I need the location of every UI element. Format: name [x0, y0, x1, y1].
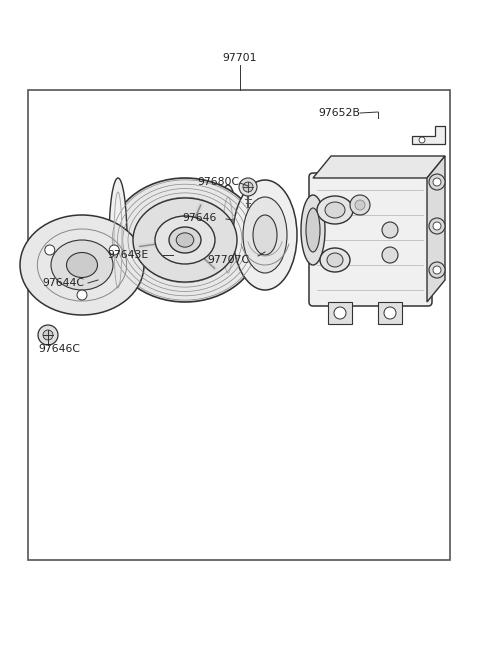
Ellipse shape [243, 197, 287, 273]
Bar [378, 302, 402, 324]
Circle shape [419, 137, 425, 143]
Bar [28, 90, 450, 560]
Ellipse shape [306, 208, 320, 252]
Circle shape [109, 245, 119, 255]
Text: 97680C: 97680C [197, 177, 239, 187]
Polygon shape [313, 156, 445, 178]
Circle shape [239, 178, 257, 196]
Circle shape [38, 325, 58, 345]
Ellipse shape [67, 252, 97, 278]
Circle shape [382, 247, 398, 263]
Circle shape [355, 200, 365, 210]
Circle shape [433, 222, 441, 230]
Ellipse shape [301, 195, 325, 265]
Ellipse shape [253, 215, 277, 255]
Ellipse shape [109, 178, 127, 302]
FancyBboxPatch shape [309, 173, 432, 306]
Ellipse shape [169, 227, 201, 253]
Circle shape [429, 262, 445, 278]
Ellipse shape [110, 178, 260, 302]
Ellipse shape [176, 233, 194, 247]
Circle shape [77, 290, 87, 300]
Ellipse shape [133, 198, 237, 282]
Circle shape [429, 218, 445, 234]
Polygon shape [412, 126, 445, 144]
Ellipse shape [327, 253, 343, 267]
Ellipse shape [155, 216, 215, 264]
Circle shape [350, 195, 370, 215]
Circle shape [382, 222, 398, 238]
Ellipse shape [51, 240, 113, 290]
Ellipse shape [317, 196, 353, 224]
Text: 97646C: 97646C [38, 344, 80, 354]
Circle shape [45, 245, 55, 255]
Circle shape [433, 178, 441, 186]
Ellipse shape [218, 185, 238, 285]
Ellipse shape [325, 202, 345, 218]
Ellipse shape [320, 248, 350, 272]
Text: 97644C: 97644C [42, 278, 84, 288]
Bar [328, 302, 352, 324]
Circle shape [334, 307, 346, 319]
Polygon shape [427, 156, 445, 302]
Circle shape [243, 182, 253, 192]
Text: 97643E: 97643E [107, 250, 148, 260]
Text: 97646: 97646 [182, 213, 216, 223]
Text: 97701: 97701 [223, 53, 257, 63]
Text: 97707C: 97707C [207, 255, 249, 265]
Ellipse shape [20, 215, 144, 315]
Circle shape [384, 307, 396, 319]
Text: 97652B: 97652B [318, 108, 360, 118]
Circle shape [433, 266, 441, 274]
Circle shape [429, 174, 445, 190]
Ellipse shape [233, 180, 297, 290]
Circle shape [43, 330, 53, 340]
